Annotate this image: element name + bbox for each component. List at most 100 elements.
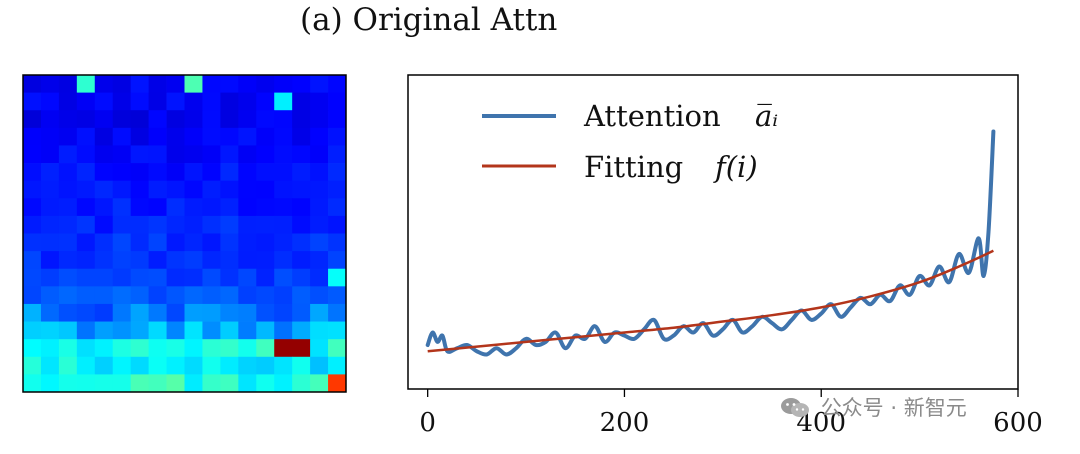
heatmap-cell (76, 145, 96, 164)
heatmap-cell (184, 251, 203, 270)
x-tick-label: 200 (600, 408, 650, 438)
heatmap-cell (130, 75, 150, 94)
heatmap-cell (238, 303, 257, 322)
heatmap-cell (148, 180, 167, 199)
heatmap-cell (220, 110, 239, 129)
heatmap-cell (292, 110, 311, 129)
heatmap-cell (310, 110, 329, 129)
heatmap-cell (112, 75, 132, 94)
heatmap-cell (256, 180, 275, 199)
heatmap-cell (23, 198, 42, 217)
heatmap-cell (40, 374, 60, 393)
heatmap-cell (148, 356, 167, 375)
heatmap-cell (220, 268, 239, 287)
heatmap-cell (166, 215, 185, 234)
heatmap-cell (238, 215, 257, 234)
heatmap-cell (130, 92, 150, 111)
heatmap-cell (23, 339, 42, 358)
heatmap-cell (112, 268, 132, 287)
heatmap-cell (76, 356, 96, 375)
heatmap-cell (238, 356, 257, 375)
heatmap-cell (256, 127, 275, 146)
heatmap-cell (256, 233, 275, 252)
heatmap-cell (310, 75, 329, 94)
heatmap-cell (130, 303, 150, 322)
heatmap-cell (328, 145, 347, 164)
legend-math-attention: a̅ᵢ (755, 99, 778, 133)
heatmap-cell (274, 251, 293, 270)
heatmap-cell (166, 75, 185, 94)
heatmap-cell (328, 251, 347, 270)
heatmap-cell (328, 92, 347, 111)
heatmap-cell (58, 163, 78, 182)
heatmap-cell (58, 110, 78, 129)
heatmap-cell (112, 127, 132, 146)
heatmap-cell (130, 374, 150, 393)
heatmap-cell (328, 374, 347, 393)
heatmap-cell (23, 92, 42, 111)
heatmap-cell (184, 198, 203, 217)
heatmap-cell (202, 198, 221, 217)
heatmap-cell (112, 286, 132, 305)
heatmap-cell (256, 356, 275, 375)
heatmap-cell (58, 92, 78, 111)
heatmap-cell (112, 110, 132, 129)
heatmap-cell (112, 233, 132, 252)
heatmap-cell (256, 251, 275, 270)
heatmap-cell (76, 339, 96, 358)
heatmap-cell (166, 127, 185, 146)
heatmap-cell (274, 303, 293, 322)
heatmap-cell (328, 339, 347, 358)
heatmap-cell (328, 215, 347, 234)
heatmap-cell (256, 339, 275, 358)
heatmap-cell (58, 215, 78, 234)
heatmap-cell (148, 374, 167, 393)
heatmap-cell (40, 321, 60, 340)
heatmap-cell (256, 286, 275, 305)
heatmap-cell (40, 75, 60, 94)
heatmap-cell (76, 92, 96, 111)
heatmap-cell (112, 92, 132, 111)
heatmap-cell (256, 92, 275, 111)
heatmap-cell (166, 286, 185, 305)
heatmap-cell (220, 92, 239, 111)
heatmap-cell (94, 198, 114, 217)
heatmap-cell (112, 215, 132, 234)
heatmap-cell (292, 321, 311, 340)
heatmap-cell (130, 215, 150, 234)
heatmap-cell (40, 339, 60, 358)
heatmap-cell (130, 163, 150, 182)
heatmap-cell (23, 110, 42, 129)
heatmap-cell (40, 127, 60, 146)
plot-frame (407, 74, 1019, 390)
heatmap-cell (328, 321, 347, 340)
heatmap-cell (58, 286, 78, 305)
heatmap-cell (94, 92, 114, 111)
heatmap-cell (23, 127, 42, 146)
heatmap-cell (112, 163, 132, 182)
heatmap-cell (220, 233, 239, 252)
heatmap-cell (202, 110, 221, 129)
heatmap-cell (184, 75, 203, 94)
heatmap-cell (130, 321, 150, 340)
heatmap-cell (58, 180, 78, 199)
heatmap-cell (58, 145, 78, 164)
heatmap-cell (274, 356, 293, 375)
heatmap-cell (58, 75, 78, 94)
heatmap-cell (23, 374, 42, 393)
heatmap-cell (238, 339, 257, 358)
heatmap-cell (23, 321, 42, 340)
wechat-icon (781, 398, 809, 417)
heatmap-cell (148, 198, 167, 217)
heatmap-cell (94, 303, 114, 322)
heatmap-cell (130, 145, 150, 164)
heatmap-cell (220, 75, 239, 94)
heatmap-cell (94, 127, 114, 146)
heatmap-cell (184, 92, 203, 111)
heatmap-cell (40, 286, 60, 305)
heatmap-cell (292, 145, 311, 164)
heatmap-cell (292, 75, 311, 94)
heatmap-cell (130, 339, 150, 358)
heatmap-cell (274, 268, 293, 287)
